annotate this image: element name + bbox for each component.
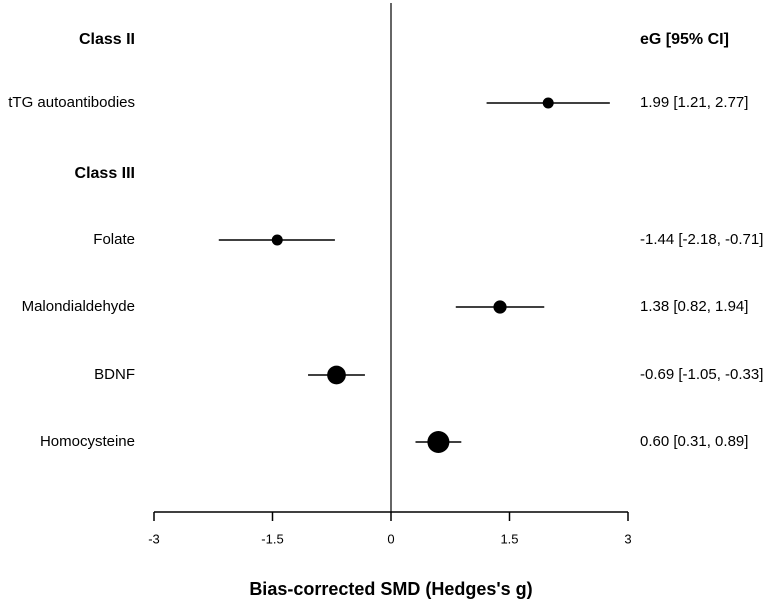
x-tick-label: 1.5: [500, 531, 518, 546]
x-axis-label: Bias-corrected SMD (Hedges's g): [249, 579, 532, 599]
effect-size-text: -1.44 [-2.18, -0.71]: [640, 231, 763, 248]
effect-size-text: 0.60 [0.31, 0.89]: [640, 433, 748, 450]
x-tick-label: -1.5: [261, 531, 283, 546]
study-label: BDNF: [94, 366, 135, 383]
effect-size-text: 1.38 [0.82, 1.94]: [640, 298, 748, 315]
x-tick-label: 0: [387, 531, 394, 546]
point-estimate: [542, 97, 554, 109]
point-estimate: [271, 234, 283, 246]
group-heading: Class II: [79, 31, 135, 48]
effect-size-text: 1.99 [1.21, 2.77]: [640, 94, 748, 111]
study-label: tTG autoantibodies: [8, 94, 135, 111]
study-label: Malondialdehyde: [22, 298, 135, 315]
x-tick-label: 3: [624, 531, 631, 546]
point-estimate: [493, 300, 507, 314]
study-label: Folate: [93, 231, 135, 248]
effect-size-text: -0.69 [-1.05, -0.33]: [640, 366, 763, 383]
point-estimate: [327, 365, 346, 385]
x-tick-label: -3: [148, 531, 160, 546]
study-label: Homocysteine: [40, 433, 135, 450]
group-heading: Class III: [75, 165, 135, 182]
point-estimate: [427, 431, 450, 453]
effect-column-header: eG [95% CI]: [640, 31, 729, 48]
